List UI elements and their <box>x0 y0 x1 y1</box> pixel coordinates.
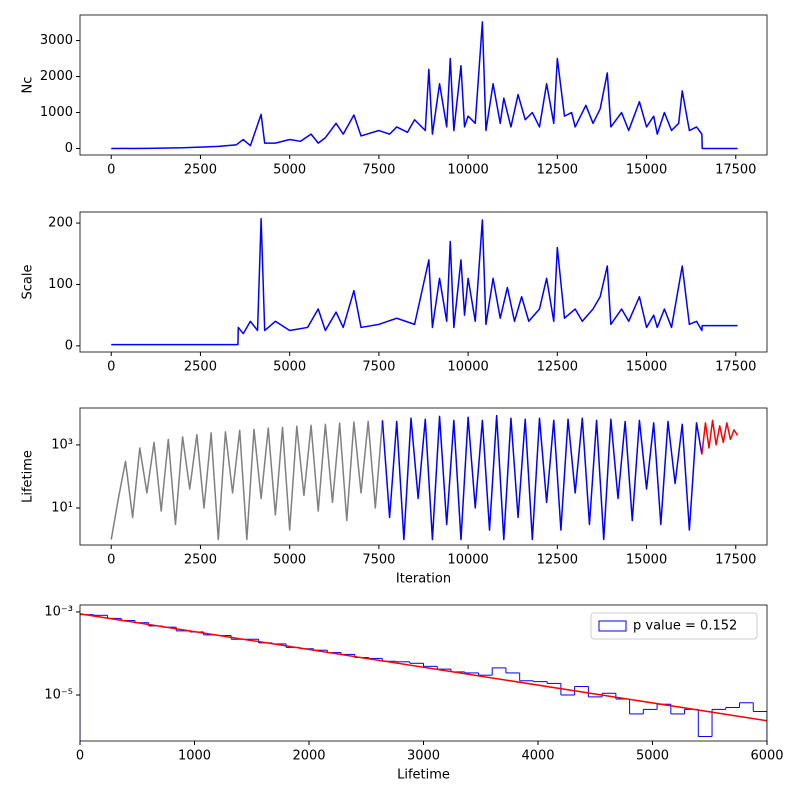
series-line <box>381 414 703 541</box>
y-tick-label: 10⁻³ <box>44 604 73 619</box>
x-tick-label: 15000 <box>626 360 667 375</box>
x-tick-label: 17500 <box>715 163 756 178</box>
x-tick-label: 1000 <box>178 749 211 764</box>
x-tick-label: 2500 <box>184 163 217 178</box>
plot-area <box>111 218 738 346</box>
plot-area <box>110 414 739 541</box>
y-axis-label: Scale <box>21 265 36 300</box>
x-tick-label: 5000 <box>273 553 306 568</box>
y-tick-label: 10¹ <box>51 500 73 515</box>
x-tick-label: 2000 <box>292 749 325 764</box>
y-tick-label: 0 <box>65 338 73 353</box>
x-tick-label: 7500 <box>362 553 395 568</box>
y-tick-label: 0 <box>65 141 73 156</box>
x-tick-label: 4000 <box>521 749 554 764</box>
x-tick-label: 5000 <box>273 163 306 178</box>
fit-line <box>80 613 767 722</box>
x-tick-label: 0 <box>107 360 115 375</box>
y-tick-label: 10³ <box>51 437 73 452</box>
x-tick-label: 2500 <box>184 360 217 375</box>
plot-area <box>80 613 767 741</box>
series-line <box>701 419 739 455</box>
y-tick-label: 1000 <box>40 105 73 120</box>
x-tick-label: 15000 <box>626 553 667 568</box>
x-tick-label: 10000 <box>447 163 488 178</box>
axes-frame <box>79 604 768 742</box>
series-line <box>110 420 384 541</box>
x-tick-label: 10000 <box>447 553 488 568</box>
x-tick-label: 12500 <box>537 360 578 375</box>
axes-frame <box>79 407 768 546</box>
plot-area <box>111 21 738 150</box>
legend-box <box>590 612 758 640</box>
axes-frame <box>79 211 768 353</box>
x-tick-label: 17500 <box>715 553 756 568</box>
x-tick-label: 12500 <box>537 163 578 178</box>
x-tick-label: 10000 <box>447 360 488 375</box>
x-tick-label: 6000 <box>750 749 783 764</box>
x-tick-label: 0 <box>107 163 115 178</box>
x-tick-label: 15000 <box>626 163 667 178</box>
axes-frame <box>79 14 768 156</box>
x-tick-label: 5000 <box>636 749 669 764</box>
y-axis-label: Nc <box>21 77 36 94</box>
x-tick-label: 7500 <box>362 360 395 375</box>
y-tick-label: 200 <box>48 216 73 231</box>
x-tick-label: 5000 <box>273 360 306 375</box>
x-tick-label: 3000 <box>407 749 440 764</box>
x-tick-label: 12500 <box>537 553 578 568</box>
x-tick-label: 2500 <box>184 553 217 568</box>
x-axis-label: Lifetime <box>397 768 450 783</box>
y-tick-label: 100 <box>48 277 73 292</box>
x-tick-label: 17500 <box>715 360 756 375</box>
y-tick-label: 10⁻⁵ <box>44 687 73 702</box>
y-tick-label: 3000 <box>40 33 73 48</box>
y-axis-label: Lifetime <box>21 450 36 503</box>
legend-patch <box>598 620 627 632</box>
x-tick-label: 7500 <box>362 163 395 178</box>
x-tick-label: 0 <box>107 553 115 568</box>
x-tick-label: 0 <box>76 749 84 764</box>
y-tick-label: 2000 <box>40 69 73 84</box>
series-line <box>111 218 738 346</box>
x-axis-label: Iteration <box>396 572 451 587</box>
legend-label: p value = 0.152 <box>633 619 737 634</box>
series-line <box>111 21 738 150</box>
